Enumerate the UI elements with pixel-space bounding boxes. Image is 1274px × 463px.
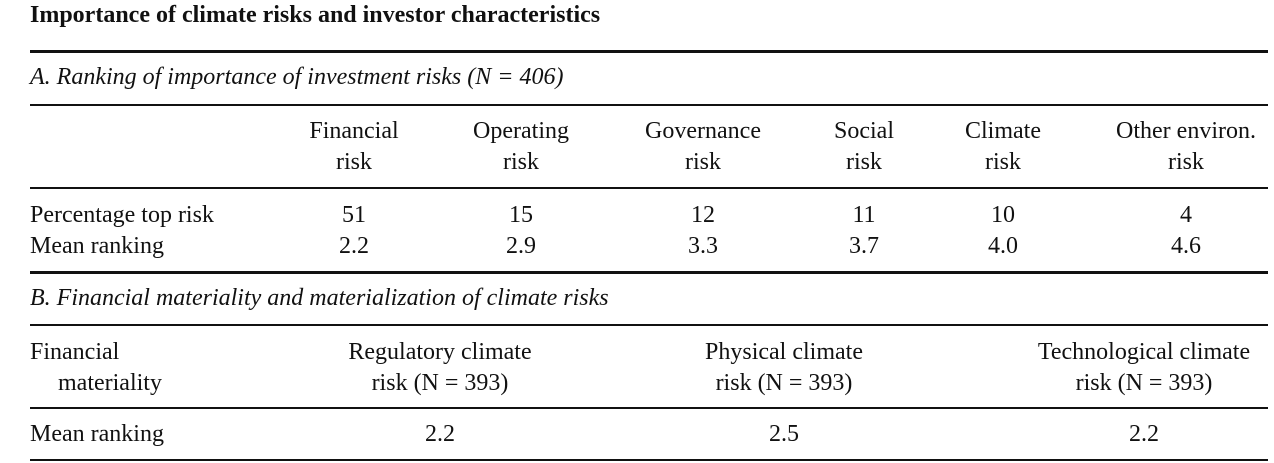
panel-b-header-physical: Physical climate risk (N = 393)	[705, 339, 863, 396]
table-cell: 2.9	[506, 233, 536, 259]
panel-a-header-governance: Governance risk	[645, 118, 761, 175]
table-cell: 4.6	[1171, 233, 1201, 259]
panel-a-header-operating: Operating risk	[473, 118, 569, 175]
row-label-percentage-top-risk: Percentage top risk	[30, 202, 214, 228]
top-rule	[30, 50, 1268, 53]
panel-b-title: B. Financial materiality and materializa…	[30, 285, 609, 311]
table-cell: 2.2	[1129, 421, 1159, 447]
table-title: Importance of climate risks and investor…	[30, 2, 601, 28]
table-cell: 2.2	[425, 421, 455, 447]
table-cell: 10	[991, 202, 1015, 228]
panel-a-rule	[30, 104, 1268, 106]
panel-a-header-social: Social risk	[834, 118, 894, 175]
row-label-mean-ranking-b: Mean ranking	[30, 421, 164, 447]
row-label-mean-ranking: Mean ranking	[30, 233, 164, 259]
table-cell: 2.5	[769, 421, 799, 447]
table-cell: 4	[1180, 202, 1192, 228]
panel-a-header-financial: Financial risk	[309, 118, 399, 175]
table-cell: 2.2	[339, 233, 369, 259]
panel-a-header-rule	[30, 187, 1268, 189]
panel-separator-rule	[30, 271, 1268, 274]
panel-a-title: A. Ranking of importance of investment r…	[30, 64, 564, 90]
table-cell: 4.0	[988, 233, 1018, 259]
panel-b-header-regulatory: Regulatory climate risk (N = 393)	[348, 339, 532, 396]
table-cell: 3.7	[849, 233, 879, 259]
panel-b-header-technological: Technological climate risk (N = 393)	[1037, 339, 1251, 396]
table-cell: 11	[852, 202, 876, 228]
panel-b-rule	[30, 324, 1268, 326]
panel-b-header-rule	[30, 407, 1268, 409]
table-cell: 12	[691, 202, 715, 228]
bottom-rule	[30, 459, 1268, 461]
panel-a-header-climate: Climate risk	[965, 118, 1041, 175]
table-cell: 51	[342, 202, 366, 228]
table-cell: 15	[509, 202, 533, 228]
panel-a-header-other-environ: Other environ. risk	[1116, 118, 1256, 175]
panel-b-row-header: Financial materiality	[30, 339, 162, 396]
table-cell: 3.3	[688, 233, 718, 259]
